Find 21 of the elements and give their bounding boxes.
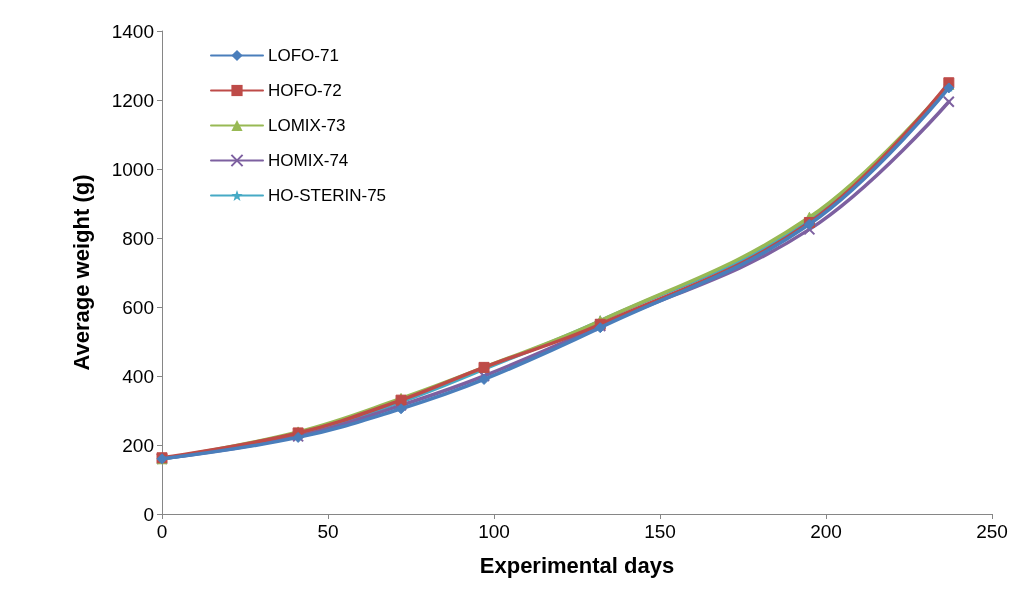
y-tick-label: 600 bbox=[122, 296, 154, 318]
y-axis-title: Average weight (g) bbox=[68, 174, 94, 371]
y-tick-label: 200 bbox=[122, 434, 154, 456]
x-tick-label: 200 bbox=[810, 521, 842, 542]
x-axis-title: Experimental days bbox=[479, 552, 675, 578]
x-tick-label: 50 bbox=[317, 521, 339, 542]
legend-label: HOMIX-74 bbox=[268, 151, 349, 170]
x-tick-label: 250 bbox=[976, 521, 1008, 542]
legend-label: HOFO-72 bbox=[268, 81, 342, 100]
x-tick-label: 0 bbox=[156, 521, 168, 542]
legend-label: HO-STERIN-75 bbox=[268, 186, 387, 205]
y-tick-label: 1000 bbox=[111, 158, 154, 180]
x-tick-label: 100 bbox=[478, 521, 510, 542]
y-tick-label: 800 bbox=[122, 227, 154, 249]
y-tick-label: 400 bbox=[122, 365, 154, 387]
legend-label: LOMIX-73 bbox=[268, 116, 346, 135]
y-tick-label: 1400 bbox=[111, 20, 154, 42]
legend-label: LOFO-71 bbox=[268, 46, 339, 65]
y-tick-label: 1200 bbox=[111, 89, 154, 111]
y-tick-label: 0 bbox=[143, 503, 154, 525]
x-tick-label: 150 bbox=[644, 521, 676, 542]
